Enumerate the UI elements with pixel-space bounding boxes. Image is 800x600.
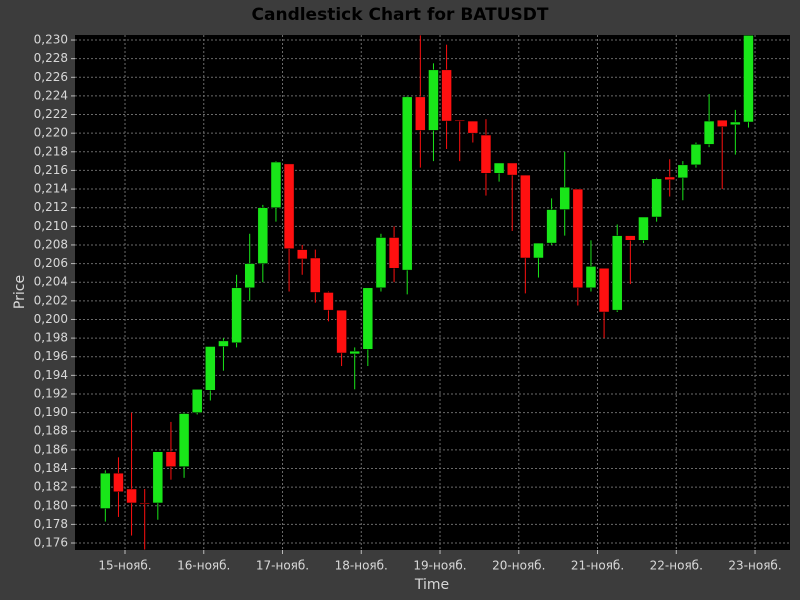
- candle-body: [533, 242, 544, 259]
- y-tick-label: 0,208: [34, 237, 68, 251]
- candle-body: [598, 267, 610, 313]
- candle-body: [401, 96, 413, 271]
- candle-body: [283, 163, 295, 249]
- y-tick-label: 0,214: [34, 182, 68, 196]
- candle-body: [231, 287, 242, 344]
- candle-body: [520, 174, 531, 259]
- candle-body: [743, 35, 754, 123]
- y-tick-label: 0,216: [34, 163, 68, 177]
- y-tick-label: 0,202: [34, 293, 68, 307]
- y-tick-label: 0,230: [34, 33, 68, 47]
- candle-body: [139, 502, 150, 505]
- candle-body: [506, 162, 518, 176]
- candle-body: [152, 451, 164, 504]
- x-tick-label: 19-нояб.: [413, 559, 466, 573]
- candle-body: [336, 309, 347, 354]
- y-tick-label: 0,190: [34, 405, 68, 419]
- candle-body: [244, 263, 255, 289]
- y-tick-label: 0,196: [34, 349, 68, 363]
- x-tick-label: 20-нояб.: [492, 559, 545, 573]
- candle-body: [730, 121, 741, 126]
- candle-body: [428, 69, 439, 131]
- candle-body: [572, 188, 584, 289]
- candle-body: [296, 249, 308, 260]
- x-tick-label: 18-нояб.: [335, 559, 388, 573]
- y-tick-label: 0,200: [34, 312, 68, 326]
- candle-body: [113, 472, 124, 493]
- y-tick-label: 0,198: [34, 331, 68, 345]
- candle-body: [178, 413, 190, 467]
- candle-body: [625, 235, 636, 241]
- candle-body: [611, 235, 623, 311]
- x-axis-label: Time: [414, 577, 449, 593]
- candle-body: [703, 120, 715, 145]
- candle-body: [454, 119, 465, 122]
- y-tick-label: 0,204: [34, 275, 68, 289]
- y-tick-label: 0,184: [34, 461, 68, 475]
- y-tick-label: 0,182: [34, 480, 68, 494]
- y-tick-label: 0,210: [34, 219, 68, 233]
- candle-body: [716, 119, 728, 127]
- candle-body: [165, 451, 177, 467]
- candle-body: [218, 340, 229, 347]
- y-tick-label: 0,224: [34, 88, 68, 102]
- candle-body: [638, 216, 649, 241]
- y-tick-label: 0,180: [34, 498, 68, 512]
- candle-body: [480, 134, 492, 174]
- x-tick-label: 22-нояб.: [650, 559, 703, 573]
- candle-body: [388, 237, 400, 269]
- candle-body: [323, 292, 334, 311]
- candle-body: [441, 69, 452, 122]
- y-tick-label: 0,194: [34, 368, 68, 382]
- candle-body: [375, 237, 387, 289]
- candle-body: [664, 176, 675, 180]
- candle-body: [205, 346, 216, 391]
- candle-body: [257, 207, 269, 264]
- y-tick-label: 0,192: [34, 386, 68, 400]
- candle-body: [362, 287, 374, 350]
- candle-body: [677, 164, 689, 179]
- x-tick-label: 15-нояб.: [98, 559, 151, 573]
- candle-body: [270, 161, 282, 208]
- y-tick-label: 0,228: [34, 51, 68, 65]
- y-tick-label: 0,188: [34, 424, 68, 438]
- candle-body: [100, 472, 111, 509]
- x-tick-label: 21-нояб.: [571, 559, 624, 573]
- y-tick-label: 0,222: [34, 107, 68, 121]
- candle-body: [690, 144, 702, 166]
- candle-body: [310, 257, 321, 293]
- y-tick-label: 0,218: [34, 144, 68, 158]
- x-tick-label: 23-нояб.: [728, 559, 781, 573]
- candle-body: [559, 186, 570, 210]
- candle-body: [651, 178, 662, 218]
- candle-body: [191, 389, 203, 413]
- candle-body: [126, 488, 137, 504]
- candle-body: [546, 209, 557, 244]
- candle-body: [467, 120, 479, 134]
- x-tick-label: 17-нояб.: [256, 559, 309, 573]
- y-tick-label: 0,176: [34, 536, 68, 550]
- y-tick-label: 0,206: [34, 256, 68, 270]
- candle-body: [585, 266, 597, 289]
- y-axis-label: Price: [12, 275, 28, 309]
- y-tick-label: 0,186: [34, 442, 68, 456]
- x-tick-label: 16-нояб.: [177, 559, 230, 573]
- y-tick-label: 0,220: [34, 126, 68, 140]
- candle-body: [349, 350, 360, 355]
- candle-body: [493, 162, 505, 174]
- candle-body: [415, 96, 426, 131]
- chart-title: Candlestick Chart for BATUSDT: [252, 5, 549, 25]
- y-tick-label: 0,178: [34, 517, 68, 531]
- y-tick-label: 0,226: [34, 70, 68, 84]
- y-tick-label: 0,212: [34, 200, 68, 214]
